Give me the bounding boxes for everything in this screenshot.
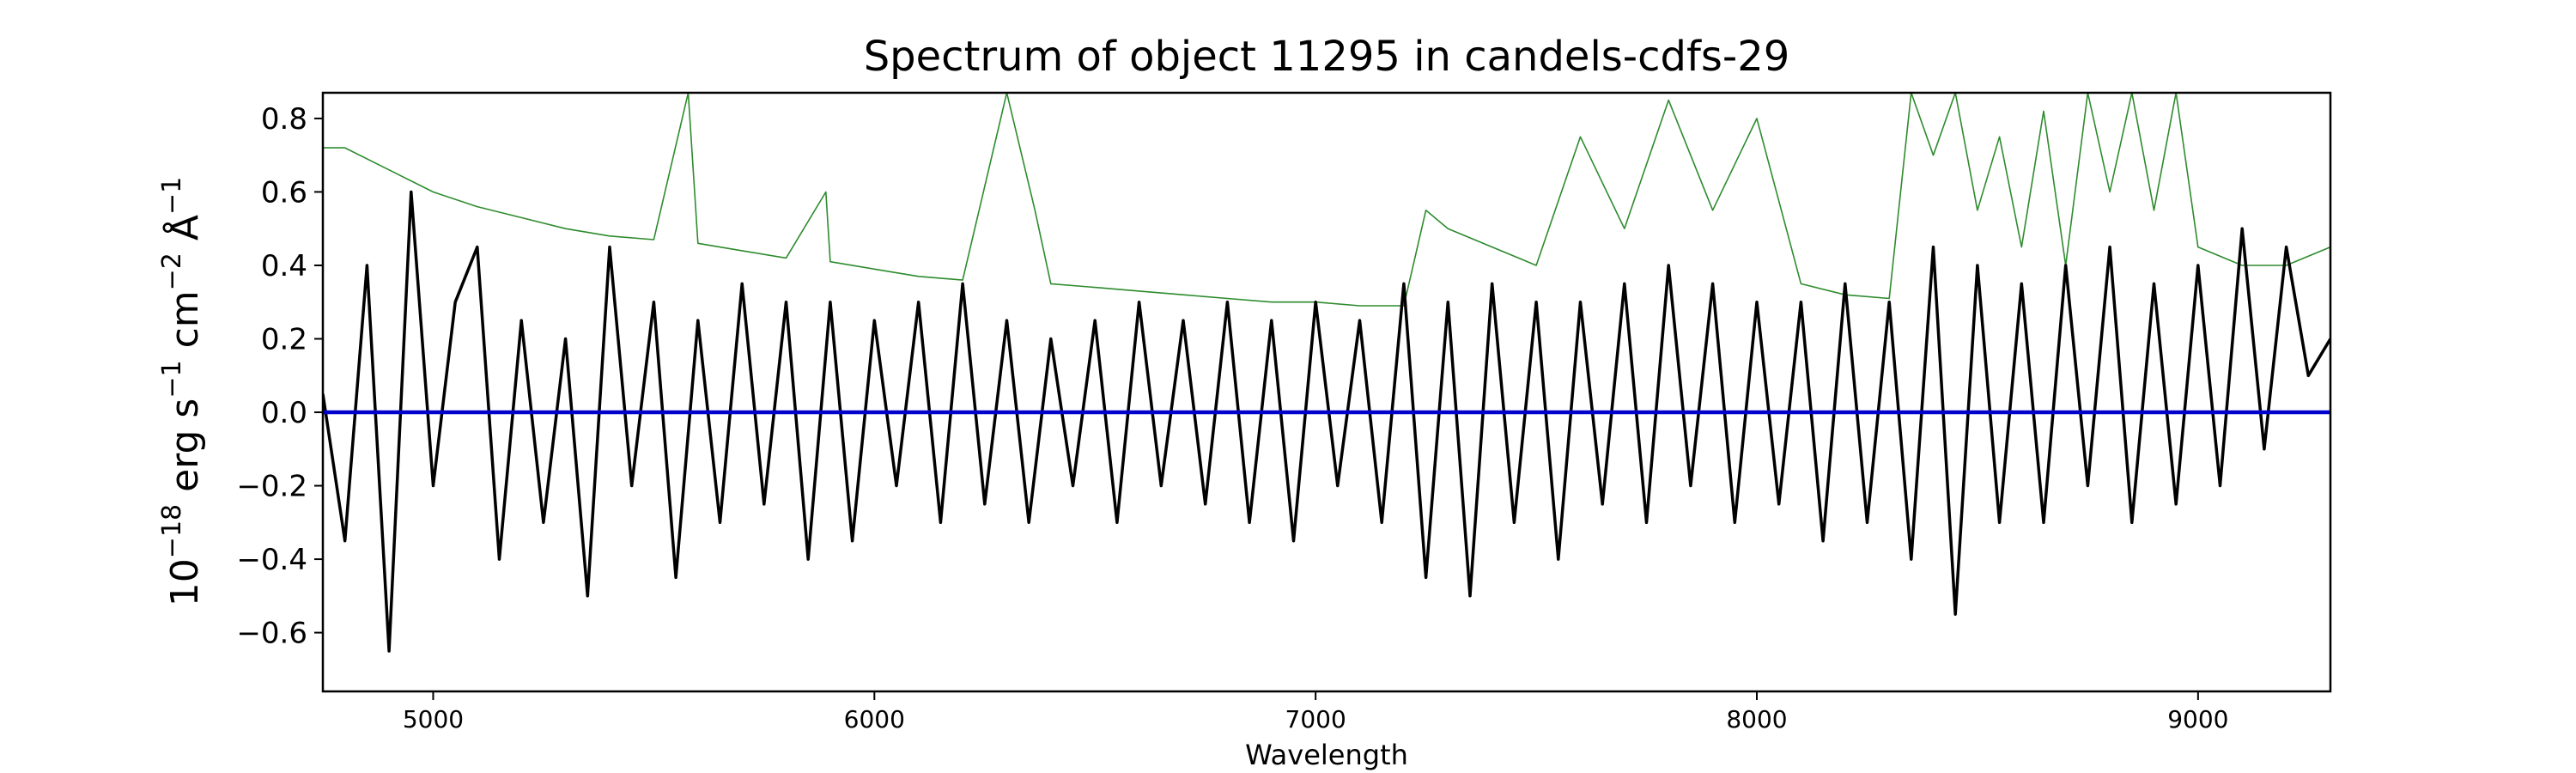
chart-title: Spectrum of object 11295 in candels-cdfs… — [864, 33, 1790, 81]
x-tick-label: 7000 — [1285, 705, 1346, 733]
ylabel-exp4: −1 — [157, 177, 187, 215]
y-axis: −0.6 −0.4 −0.2 0.0 0.2 0.4 0.6 0.8 — [236, 102, 323, 651]
x-axis-label: Wavelength — [1245, 739, 1408, 771]
plot-frame — [321, 91, 2332, 693]
y-tick-label: −0.2 — [236, 470, 307, 504]
sky-series-line — [323, 93, 2330, 307]
y-tick-label: 0.4 — [261, 249, 307, 283]
x-tick-label: 5000 — [403, 705, 464, 733]
flux-series-line — [323, 190, 2330, 653]
ylabel-exp: −18 — [157, 504, 187, 558]
ylabel-text1: erg s — [163, 399, 207, 504]
x-tick-label: 9000 — [2167, 705, 2228, 733]
y-tick-label: −0.6 — [236, 617, 307, 651]
ylabel-exp3: −2 — [157, 253, 187, 290]
ylabel-text2: cm — [163, 290, 207, 360]
x-axis: 5000 6000 7000 8000 9000 — [403, 691, 2228, 733]
y-tick-label: −0.4 — [236, 543, 307, 577]
x-tick-label: 8000 — [1726, 705, 1787, 733]
x-tick-label: 6000 — [844, 705, 905, 733]
ylabel-exp2: −1 — [157, 360, 187, 398]
ylabel-text3: Å — [161, 215, 207, 253]
y-tick-label: 0.0 — [261, 396, 307, 430]
y-tick-label: 0.8 — [261, 102, 307, 137]
series-layer — [323, 93, 2330, 653]
y-axis-label: 10−18 erg s−1 cm−2 Å−1 — [157, 177, 207, 606]
ylabel-base: 10 — [163, 558, 207, 606]
y-tick-label: 0.2 — [261, 322, 307, 356]
y-tick-label: 0.6 — [261, 175, 307, 210]
